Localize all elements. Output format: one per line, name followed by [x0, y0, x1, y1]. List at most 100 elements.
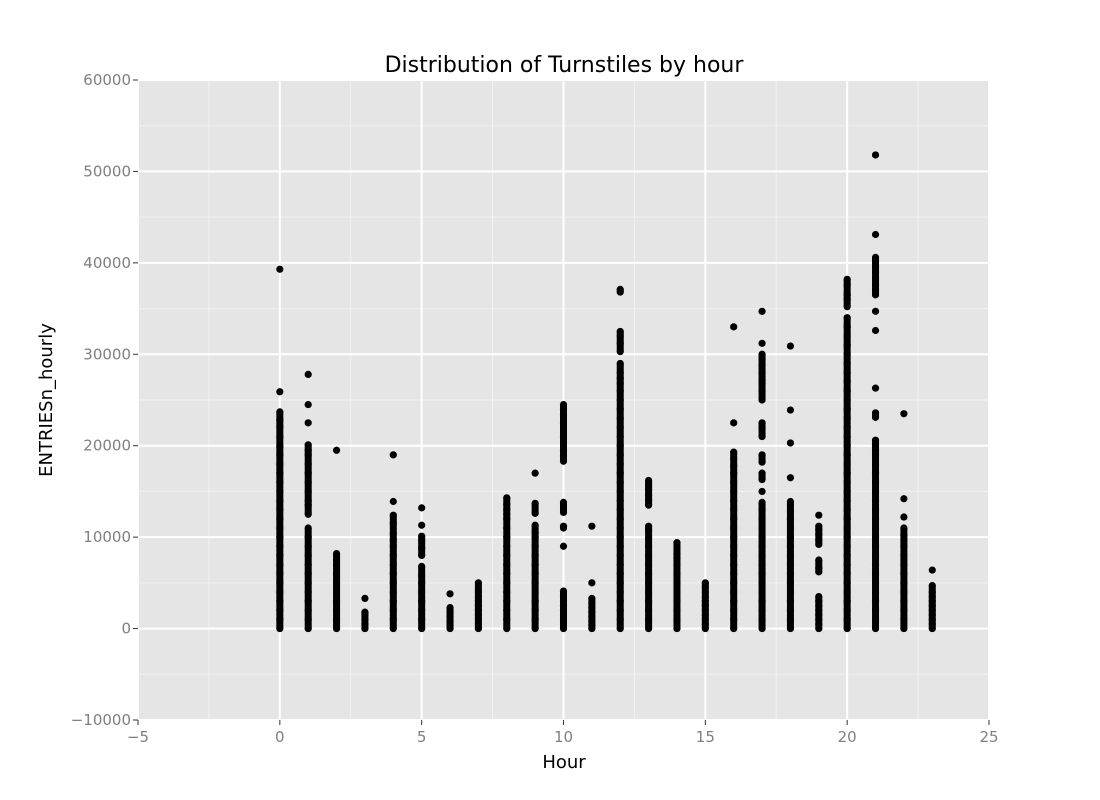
data-point	[871, 257, 880, 265]
data-point	[389, 597, 397, 605]
data-point	[786, 579, 795, 587]
data-point	[389, 519, 397, 528]
x-tick-label: 20	[838, 728, 857, 746]
data-point	[758, 361, 766, 369]
data-point	[276, 606, 284, 614]
data-point	[815, 530, 823, 539]
data-point	[843, 469, 851, 477]
data-point	[616, 478, 624, 486]
data-point	[645, 579, 653, 587]
y-tick-label: 10000	[83, 528, 131, 546]
data-point	[900, 551, 908, 560]
data-point	[871, 451, 880, 459]
data-point	[304, 400, 312, 409]
data-point	[304, 370, 312, 378]
data-point	[389, 451, 397, 459]
data-point	[559, 439, 568, 447]
data-point	[304, 615, 312, 624]
data-point	[304, 588, 312, 596]
data-point	[503, 615, 511, 624]
data-point	[871, 624, 880, 633]
data-point	[673, 606, 681, 614]
data-point	[871, 441, 880, 449]
data-point	[304, 487, 312, 496]
data-point	[645, 560, 653, 569]
data-point	[304, 460, 312, 468]
data-point	[588, 522, 596, 530]
data-point	[588, 624, 596, 633]
data-point	[758, 588, 766, 596]
data-point	[503, 533, 511, 541]
data-point	[843, 423, 851, 432]
data-point	[474, 624, 482, 633]
data-point	[871, 542, 880, 550]
data-point	[616, 442, 624, 450]
data-point	[389, 497, 397, 506]
data-point	[503, 500, 511, 508]
data-point	[871, 291, 880, 299]
data-point	[276, 615, 284, 624]
data-point	[730, 597, 738, 605]
data-point	[843, 314, 851, 322]
data-point	[673, 588, 681, 596]
data-point	[616, 288, 624, 296]
data-point	[559, 587, 568, 595]
data-point	[389, 551, 397, 560]
data-point	[531, 542, 539, 550]
data-point	[276, 551, 284, 560]
data-point	[304, 478, 312, 486]
data-point	[276, 597, 284, 605]
data-point	[843, 414, 851, 422]
data-point	[673, 624, 681, 633]
data-point	[389, 542, 397, 550]
data-point	[559, 405, 568, 413]
data-point	[730, 524, 738, 532]
data-point	[446, 590, 454, 598]
data-point	[843, 542, 851, 550]
data-point	[332, 597, 341, 605]
data-point	[786, 406, 795, 414]
data-point	[900, 570, 908, 578]
data-point	[786, 597, 795, 605]
data-point	[503, 597, 511, 605]
data-point	[474, 579, 482, 587]
data-point	[559, 432, 568, 441]
data-point	[616, 339, 624, 347]
data-point	[418, 544, 426, 552]
data-point	[531, 509, 539, 517]
data-point	[276, 515, 284, 523]
data-point	[276, 533, 284, 541]
data-point	[389, 615, 397, 624]
data-point	[559, 624, 568, 633]
data-point	[616, 606, 624, 614]
data-point	[843, 624, 851, 633]
data-point	[616, 506, 624, 514]
data-point	[730, 506, 738, 514]
data-point	[304, 441, 312, 449]
data-point	[276, 408, 284, 416]
data-point	[843, 579, 851, 587]
y-tick-label: 0	[121, 620, 131, 638]
data-point	[559, 452, 568, 460]
data-point	[276, 524, 284, 532]
data-point	[418, 597, 426, 605]
data-point	[843, 551, 851, 560]
data-point	[645, 534, 653, 542]
data-point	[503, 542, 511, 550]
data-point	[276, 496, 284, 505]
data-point	[276, 388, 284, 396]
data-point	[645, 526, 653, 534]
data-point	[758, 487, 766, 496]
y-axis-label: ENTRIESn_hourly	[36, 323, 57, 477]
data-point	[418, 551, 426, 560]
data-point	[730, 579, 738, 587]
data-point	[645, 606, 653, 614]
data-point	[276, 624, 284, 633]
data-point	[673, 579, 681, 587]
data-point	[758, 597, 766, 605]
data-point	[900, 579, 908, 587]
data-point	[843, 588, 851, 596]
data-point	[900, 597, 908, 605]
data-point	[730, 515, 738, 523]
data-point	[758, 506, 766, 514]
